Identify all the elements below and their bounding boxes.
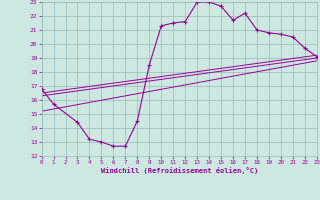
X-axis label: Windchill (Refroidissement éolien,°C): Windchill (Refroidissement éolien,°C) <box>100 167 258 174</box>
